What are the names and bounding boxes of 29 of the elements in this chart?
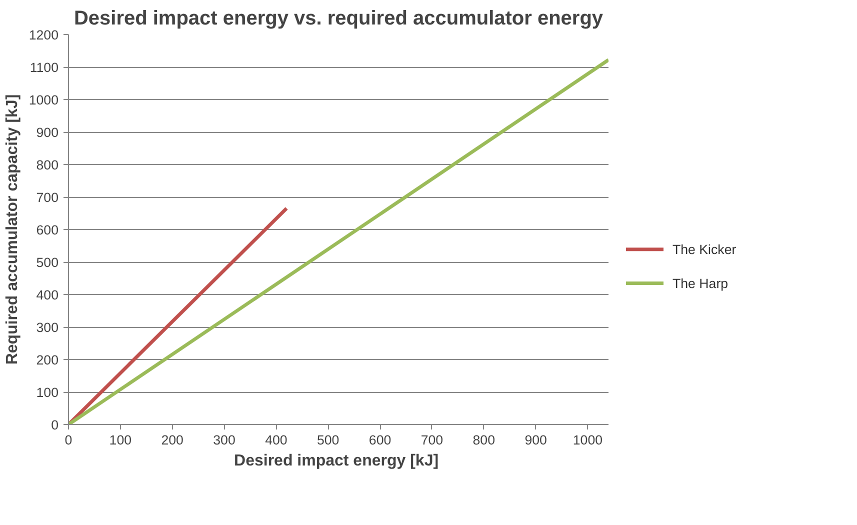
y-tick-label: 100 (36, 385, 59, 400)
y-tick-label: 500 (36, 255, 59, 270)
x-tick-label: 500 (316, 432, 340, 448)
x-tick-label: 100 (109, 432, 132, 448)
y-tick-label: 1000 (28, 92, 59, 108)
x-tick-label: 400 (265, 432, 288, 448)
x-tick-label: 1000 (572, 432, 603, 448)
y-axis-title: Required accumulator capacity [kJ] (4, 94, 21, 365)
y-tick-label: 1200 (28, 28, 59, 42)
y-tick-label: 200 (36, 352, 59, 368)
x-axis-title: Desired impact energy [kJ] (234, 452, 439, 470)
x-tick-label: 600 (368, 432, 392, 448)
y-tick-label: 1100 (30, 60, 59, 75)
legend-label: The Kicker (672, 242, 737, 257)
x-tick-label: 0 (64, 432, 72, 448)
y-tick-label: 300 (36, 320, 59, 335)
chart-title: Desired impact energy vs. required accumulator energy (74, 8, 604, 30)
y-tick-label: 900 (36, 125, 59, 140)
y-tick-label: 400 (36, 288, 59, 302)
y-tick-label: 600 (36, 222, 59, 238)
y-tick-label: 700 (36, 190, 59, 205)
legend-label: The Harp (672, 276, 728, 291)
x-tick-label: 800 (472, 432, 496, 448)
x-tick-label: 900 (524, 432, 547, 448)
x-tick-label: 300 (213, 432, 236, 448)
x-tick-label: 200 (161, 432, 184, 448)
y-tick-label: 0 (51, 418, 59, 432)
x-tick-label: 700 (420, 432, 444, 448)
y-tick-label: 800 (36, 158, 59, 172)
